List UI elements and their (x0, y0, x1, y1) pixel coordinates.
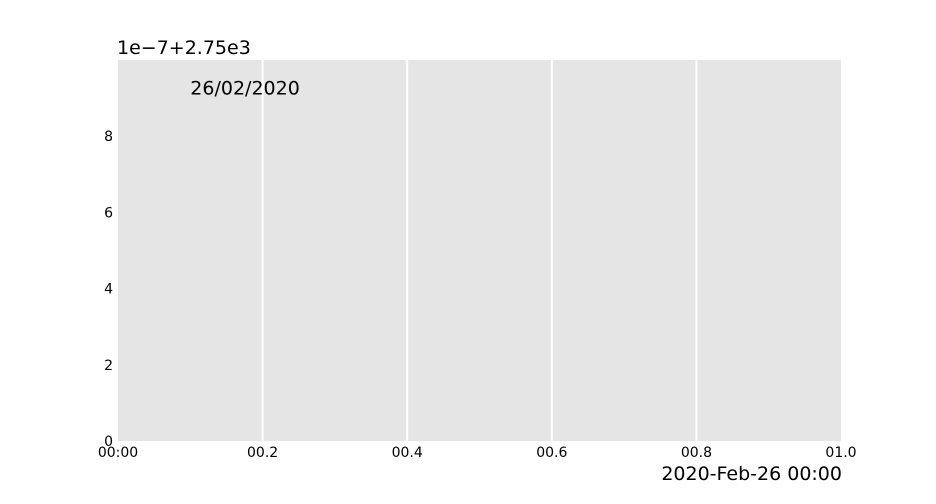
y-tick-labels: 0 2 4 6 8 (104, 129, 113, 450)
plot-area (118, 60, 841, 441)
y-tick-label: 6 (104, 205, 113, 221)
x-tick-label: 00.2 (247, 445, 278, 461)
x-offset-label: 2020-Feb-26 00:00 (661, 463, 842, 485)
x-tick-label: 00.8 (681, 445, 712, 461)
y-tick-label: 0 (104, 434, 113, 450)
x-tick-label: 00:00 (98, 445, 138, 461)
y-offset-label: 1e−7+2.75e3 (117, 37, 251, 59)
date-annotation: 26/02/2020 (190, 77, 300, 99)
x-tick-labels: 00:00 00.2 00.4 00.6 00.8 01.0 (98, 445, 857, 461)
y-tick-label: 4 (104, 282, 113, 298)
x-tick-label: 01.0 (825, 445, 856, 461)
y-tick-label: 8 (104, 129, 113, 145)
y-tick-label: 2 (104, 358, 113, 374)
grid-lines (261, 60, 698, 441)
x-tick-label: 00.4 (392, 445, 423, 461)
x-tick-label: 00.6 (536, 445, 567, 461)
